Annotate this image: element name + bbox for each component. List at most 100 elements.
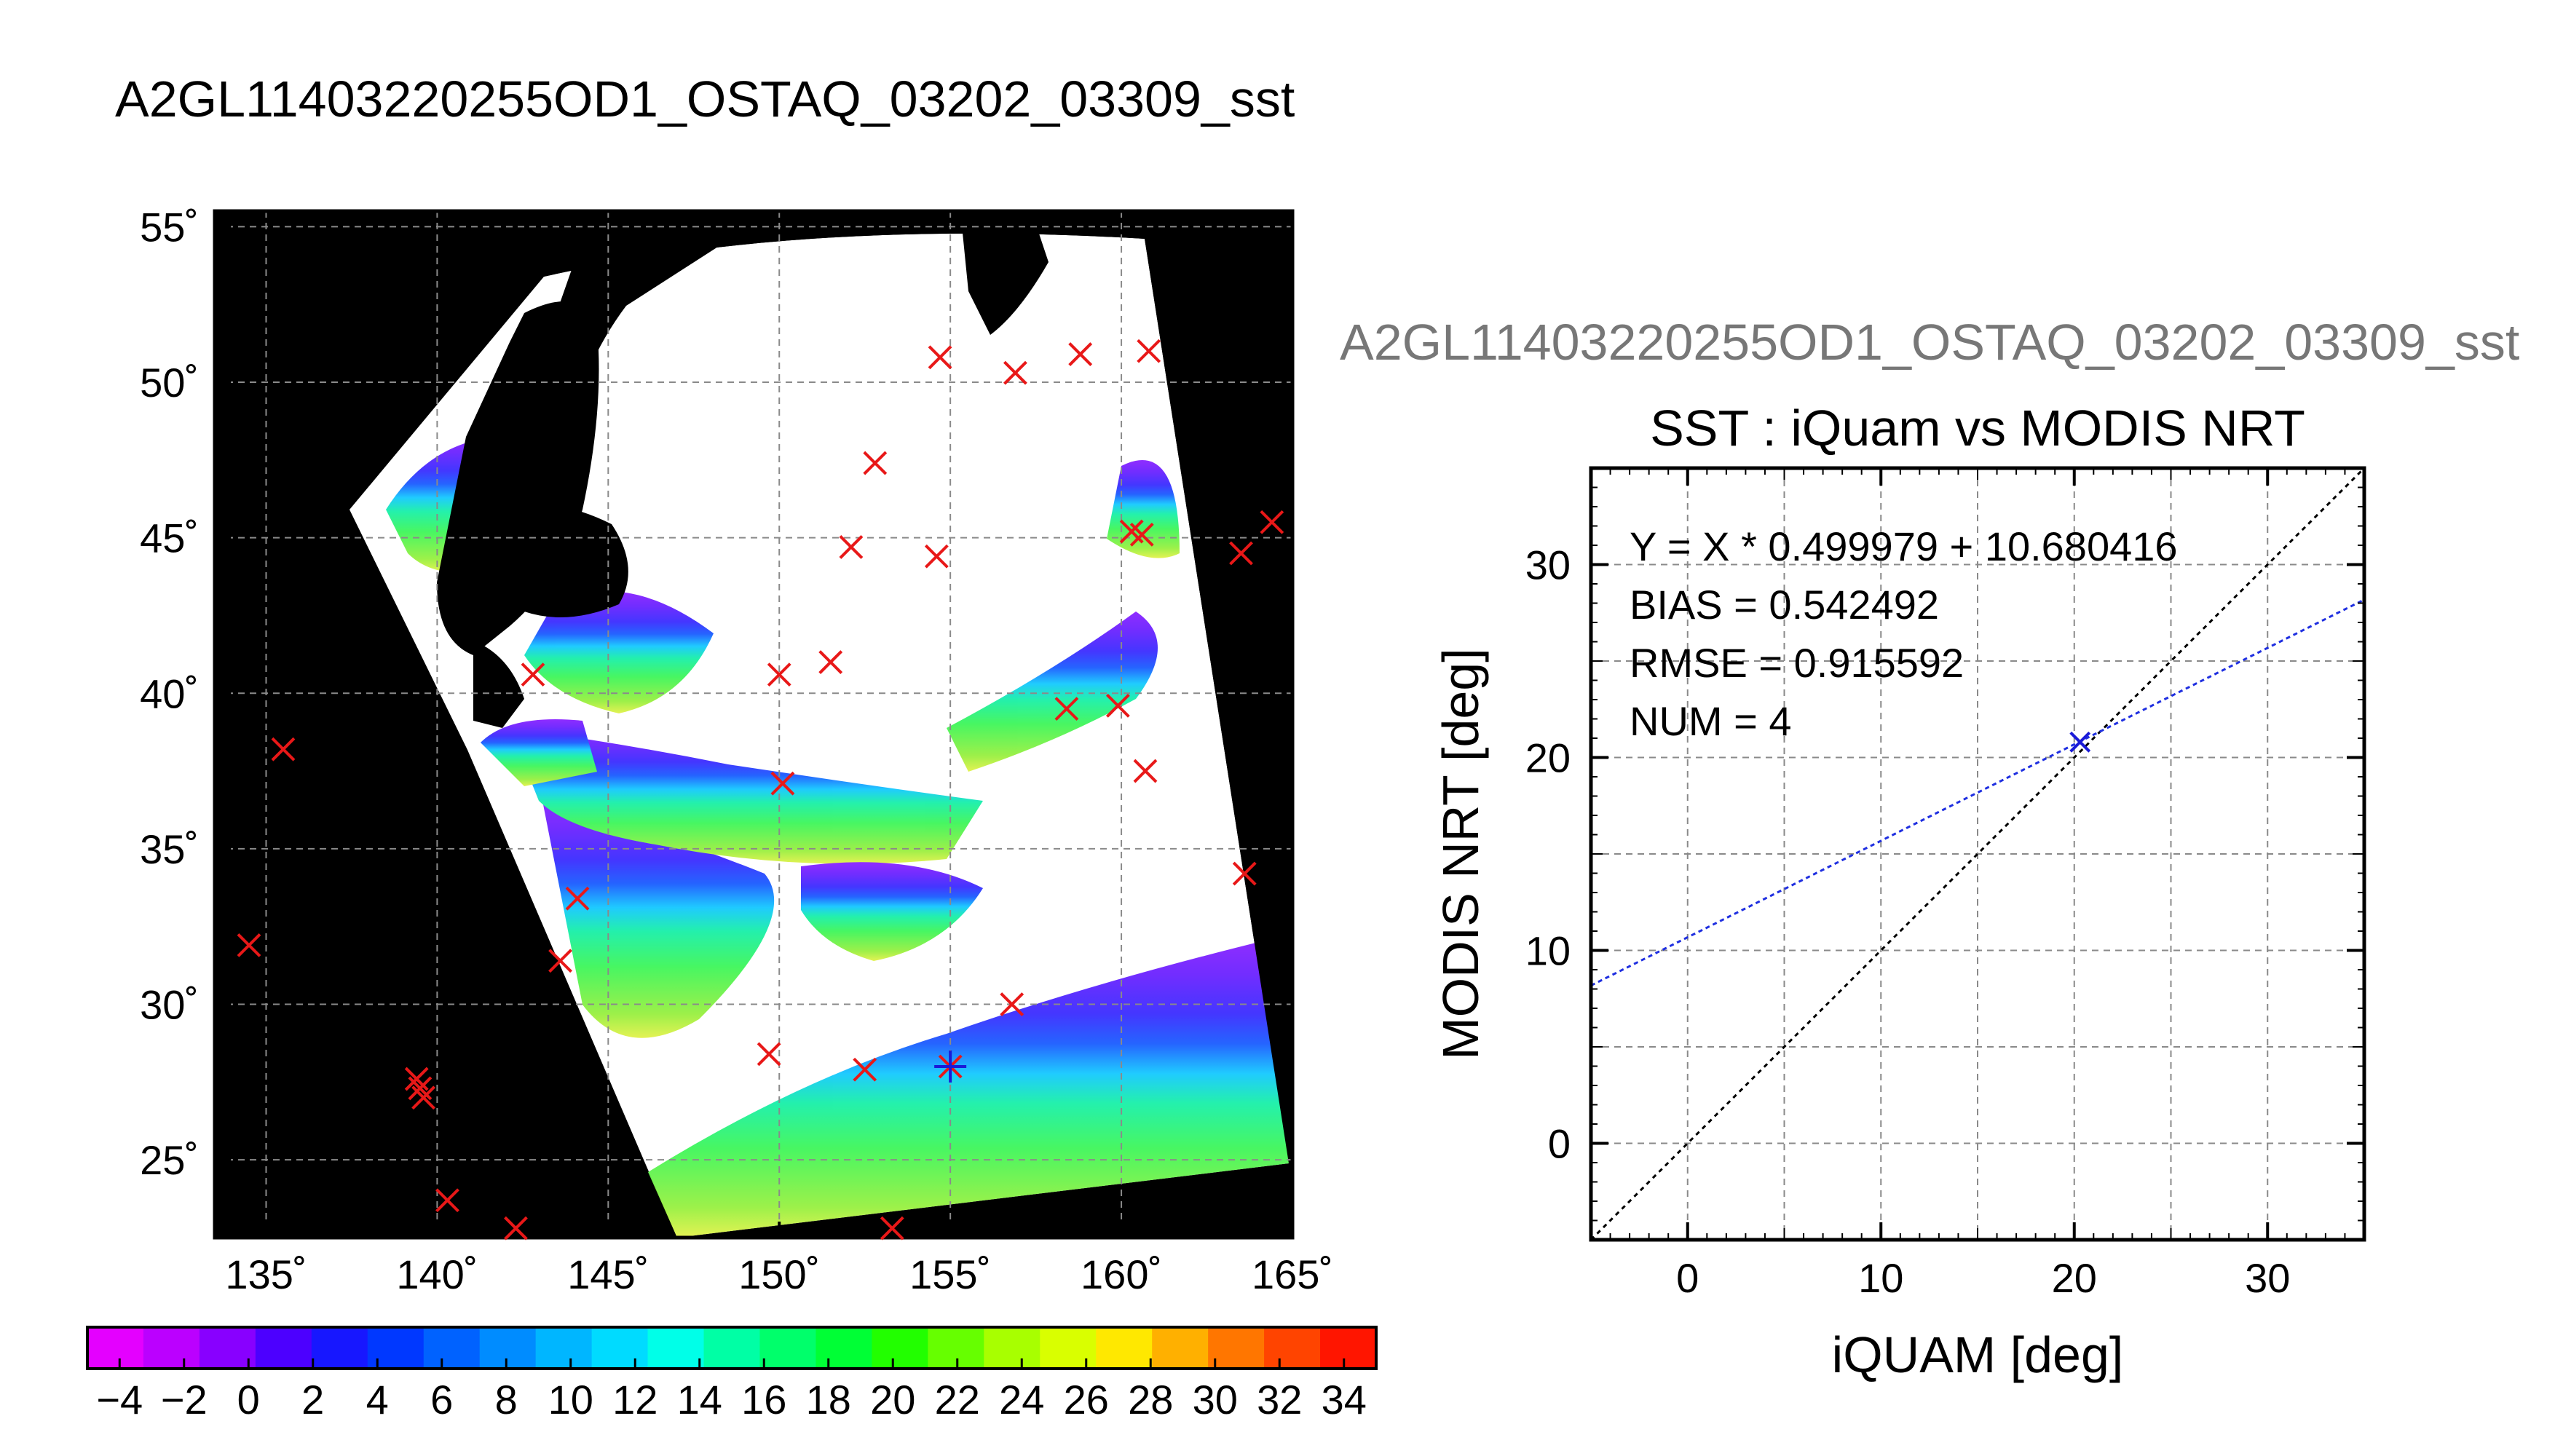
identity-line [1591, 468, 2364, 1240]
buoy-marker [521, 662, 545, 687]
buoy-marker [839, 535, 864, 559]
colorbar-segment [423, 1327, 481, 1369]
buoy-marker [863, 451, 888, 475]
map-lon-tick-label: 165˚ [1252, 1251, 1333, 1297]
colorbar-tick-label: 10 [548, 1377, 593, 1423]
scatter-y-tick-label: 10 [1525, 928, 1571, 974]
map-lon-tick-label: 135˚ [225, 1251, 307, 1297]
colorbar-segment [816, 1327, 872, 1369]
colorbar-segment [87, 1327, 144, 1369]
map-lat-tick-label: 50˚ [140, 360, 199, 405]
colorbar-segment [1264, 1327, 1321, 1369]
colorbar-tick-label: 34 [1322, 1377, 1367, 1423]
colorbar-segment [984, 1327, 1040, 1369]
map-lon-tick-label: 145˚ [567, 1251, 649, 1297]
colorbar-segment [703, 1327, 760, 1369]
colorbar-frame [86, 1326, 1378, 1370]
map-lat-tick-label: 25˚ [140, 1137, 199, 1183]
scatter-x-tick-label: 30 [2245, 1255, 2290, 1301]
stat-equation: Y = X * 0.499979 + 10.680416 [1630, 523, 2178, 569]
colorbar-tick-label: 18 [806, 1377, 851, 1423]
matched-buoy-marker [934, 1051, 967, 1083]
colorbar-tick-label: 32 [1257, 1377, 1302, 1423]
colorbar-tick-label: 26 [1064, 1377, 1109, 1423]
colorbar-segment [143, 1327, 200, 1369]
colorbar-segment [1152, 1327, 1209, 1369]
map-lat-tick-label: 35˚ [140, 826, 199, 872]
colorbar-tick-label: 12 [612, 1377, 657, 1423]
buoy-marker [1133, 759, 1158, 783]
colorbar-tick-label: 28 [1128, 1377, 1173, 1423]
stat-num: NUM = 4 [1630, 698, 1792, 744]
buoy-marker [1000, 992, 1024, 1016]
outside-swath-right [1145, 218, 1292, 1163]
colorbar-tick-label: 2 [301, 1377, 324, 1423]
main-title: A2GL11403220255OD1_OSTAQ_03202_03309_sst [115, 71, 1295, 127]
colorbar-segment [928, 1327, 984, 1369]
map-lon-tick-label: 160˚ [1081, 1251, 1162, 1297]
buoy-marker [924, 544, 949, 569]
buoy-marker [435, 1188, 459, 1213]
colorbar-segment [311, 1327, 368, 1369]
map-lon-tick-label: 150˚ [738, 1251, 820, 1297]
map-lat-tick-label: 40˚ [140, 670, 199, 716]
scatter-x-tick-label: 20 [2052, 1255, 2097, 1301]
map-lon-tick-label: 140˚ [396, 1251, 478, 1297]
colorbar-segment [759, 1327, 816, 1369]
colorbar-tick-label: −2 [161, 1377, 208, 1423]
map-buoy-markers [237, 339, 1284, 1241]
buoy-marker [1068, 342, 1093, 366]
scatter-points [2069, 731, 2091, 753]
buoy-marker [1105, 693, 1130, 718]
buoy-marker [1229, 541, 1253, 566]
buoy-marker [565, 886, 590, 911]
buoy-marker [237, 933, 261, 957]
sst-colorbar: −4 −2 0 2 4 6 8 10 12 14 16 18 20 22 24 26 28 30 32 34 [86, 1326, 1378, 1423]
scatter-title: SST : iQuam vs MODIS NRT [1650, 400, 2305, 456]
buoy-marker [880, 1216, 904, 1241]
buoy-marker [271, 737, 296, 761]
map-lat-tick-label: 55˚ [140, 204, 199, 250]
colorbar-tick-label: 20 [870, 1377, 915, 1423]
colorbar-segment [199, 1327, 256, 1369]
colorbar-tick-label: −4 [96, 1377, 143, 1423]
scatter-y-tick-label: 30 [1525, 542, 1571, 588]
colorbar-tick-label: 22 [935, 1377, 980, 1423]
buoy-marker [767, 662, 791, 687]
buoy-marker [548, 949, 572, 973]
colorbar-segment [591, 1327, 649, 1369]
colorbar-segment [1208, 1327, 1265, 1369]
scatter-y-axis-label: MODIS NRT [deg] [1432, 648, 1489, 1059]
colorbar-tick-label: 14 [677, 1377, 722, 1423]
colorbar-tick-label: 0 [237, 1377, 260, 1423]
buoy-marker [1137, 339, 1161, 363]
colorbar-segment [1320, 1327, 1377, 1369]
buoy-marker [504, 1216, 528, 1241]
scatter-y-tick-label: 0 [1548, 1121, 1571, 1167]
buoy-marker [853, 1057, 877, 1082]
colorbar-segment [872, 1327, 928, 1369]
colorbar-tick-label: 24 [999, 1377, 1044, 1423]
colorbar-tick-label: 30 [1193, 1377, 1238, 1423]
buoy-marker [757, 1042, 781, 1067]
colorbar-tick-label: 16 [741, 1377, 786, 1423]
buoy-marker [1260, 510, 1284, 534]
colorbar-segment [1096, 1327, 1153, 1369]
buoy-marker [1129, 522, 1154, 547]
map-axis-ticks: 135˚ 140˚ 145˚ 150˚ 155˚ 160˚ 165˚ 25˚ 30˚ 35˚ 40˚… [140, 204, 1333, 1297]
scatter-x-axis-label: iQUAM [deg] [1832, 1326, 2124, 1383]
colorbar-segment [535, 1327, 593, 1369]
colorbar-segment [255, 1327, 312, 1369]
stat-rmse: RMSE = 0.915592 [1630, 640, 1964, 686]
colorbar-segment [479, 1327, 537, 1369]
map-frame [213, 209, 1295, 1240]
colorbar-tick-label: 6 [430, 1377, 453, 1423]
sst-observed-patches [386, 436, 1289, 1238]
buoy-marker [1054, 697, 1079, 721]
colorbar-segment [647, 1327, 705, 1369]
scatter-file-title: A2GL11403220255OD1_OSTAQ_03202_03309_sst [1340, 314, 2520, 371]
buoy-marker [411, 1085, 436, 1110]
buoy-marker [1232, 861, 1257, 886]
